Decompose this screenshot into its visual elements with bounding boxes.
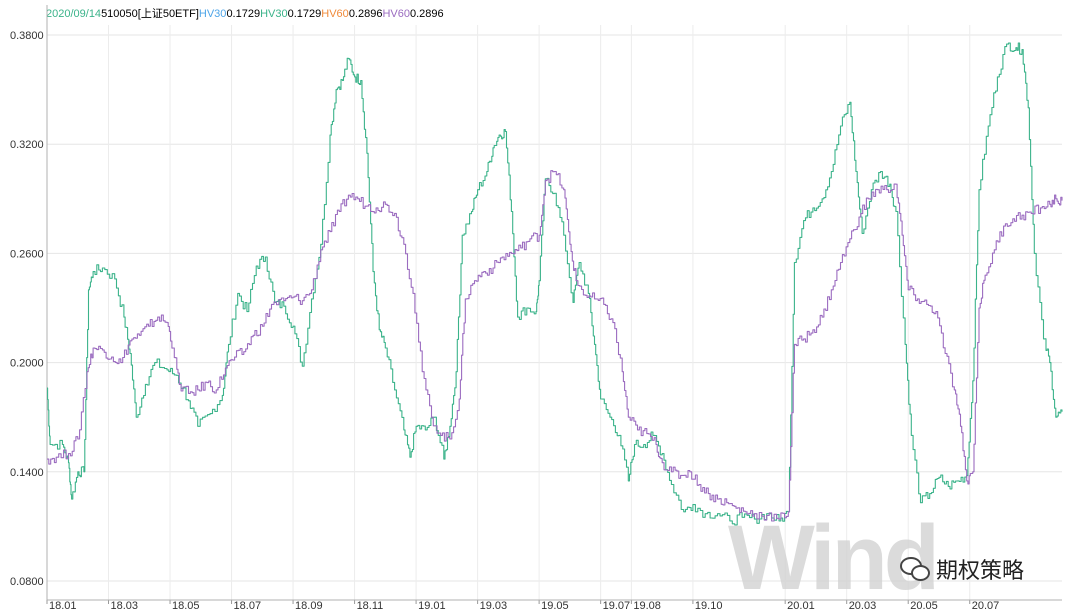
x-tick-label: 18.03	[111, 600, 139, 612]
y-tick-label: 0.2000	[10, 358, 44, 370]
legend-series-value: 0.1729	[287, 8, 322, 20]
y-tick-label: 0.2600	[10, 248, 44, 260]
y-tick-label: 0.3200	[10, 139, 44, 151]
x-tick-label: 20.03	[849, 600, 877, 612]
legend-series-label: HV30	[198, 8, 227, 20]
x-tick-label: 18.01	[49, 600, 77, 612]
legend-series-value: 0.2896	[348, 8, 383, 20]
brand-name: 期权策略	[936, 559, 1025, 584]
legend-series-label: HV30	[260, 8, 288, 20]
legend-item: HV300.1729	[260, 8, 321, 20]
legend-item: HV600.2896	[321, 8, 382, 20]
x-tick-label: 20.01	[787, 600, 815, 612]
x-tick-label: 20.05	[910, 600, 938, 612]
legend-series-label: HV60	[321, 8, 349, 20]
brand-badge: 期权策略	[900, 553, 1024, 585]
chart-series	[47, 42, 1063, 526]
x-tick-label: 19.08	[633, 600, 661, 612]
legend-date: 2020/09/14	[46, 8, 102, 20]
legend-series-value: 0.1729	[226, 8, 261, 20]
chart-axes	[46, 5, 1062, 604]
x-axis-ticks: 18.01 18.03 18.05 18.07 18.09 18.11 19.01 19.03…	[49, 600, 999, 612]
x-tick-label: 19.01	[418, 600, 446, 612]
x-tick-label: 19.03	[480, 600, 508, 612]
x-tick-label: 19.05	[541, 600, 569, 612]
x-tick-label: 20.07	[972, 600, 1000, 612]
y-axis-ticks: 0.0800 0.1400 0.2000 0.2600 0.3200 0.3800	[10, 30, 44, 588]
chart-legend: 2020/09/14510050[上证50ETF]HV300.1729HV300…	[46, 5, 444, 21]
x-tick-label: 18.11	[357, 600, 384, 612]
legend-security: 510050[上证50ETF]	[101, 8, 199, 20]
legend-series-label: HV60	[382, 8, 410, 20]
series-line-hv30	[47, 42, 1063, 526]
y-tick-label: 0.1400	[10, 467, 44, 479]
x-tick-label: 18.09	[295, 600, 323, 612]
series-line-hv60	[47, 170, 1063, 522]
legend-item: HV600.2896	[382, 8, 443, 20]
x-tick-label: 19.07	[603, 600, 631, 612]
wechat-icon	[900, 557, 930, 581]
legend-item: HV300.1729	[199, 8, 260, 20]
x-tick-label: 18.05	[172, 600, 200, 612]
x-tick-label: 19.10	[695, 600, 723, 612]
y-tick-label: 0.0800	[10, 576, 44, 588]
x-tick-label: 18.07	[234, 600, 262, 612]
legend-series-value: 0.2896	[410, 8, 444, 20]
y-tick-label: 0.3800	[10, 30, 44, 42]
